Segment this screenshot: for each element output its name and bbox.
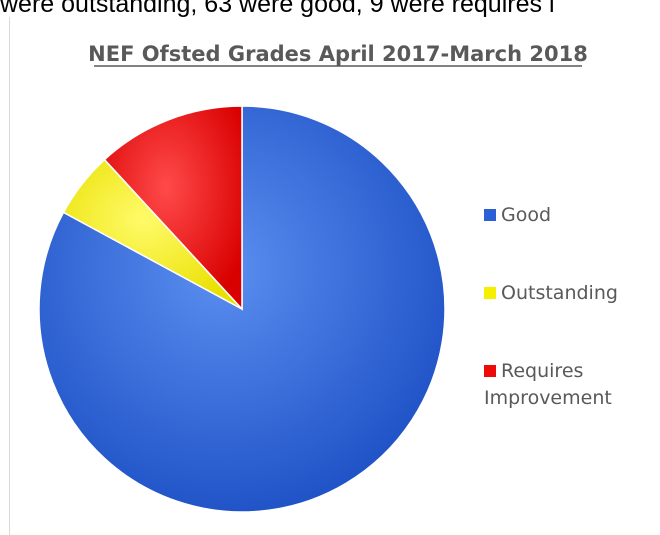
legend-swatch [484,365,496,377]
legend-label: Improvement [484,387,612,409]
chart-title: NEF Ofsted Grades April 2017-March 2018 [88,42,588,66]
pie-slice-requires-improvement [103,105,243,311]
pie-slices [38,105,446,513]
body-text-fragment: were outstanding, 63 were good, 9 were r… [0,0,555,18]
legend-swatch [484,209,496,221]
chart-area: NEF Ofsted Grades April 2017-March 2018 … [9,17,660,535]
legend-label: Requires [501,360,583,382]
legend-swatch [484,287,496,299]
legend-label: Outstanding [501,282,618,304]
pie-chart: NEF Ofsted Grades April 2017-March 2018 … [38,42,618,513]
legend-label: Good [501,204,551,226]
legend: Good Outstanding Requires Improvement [484,204,618,409]
